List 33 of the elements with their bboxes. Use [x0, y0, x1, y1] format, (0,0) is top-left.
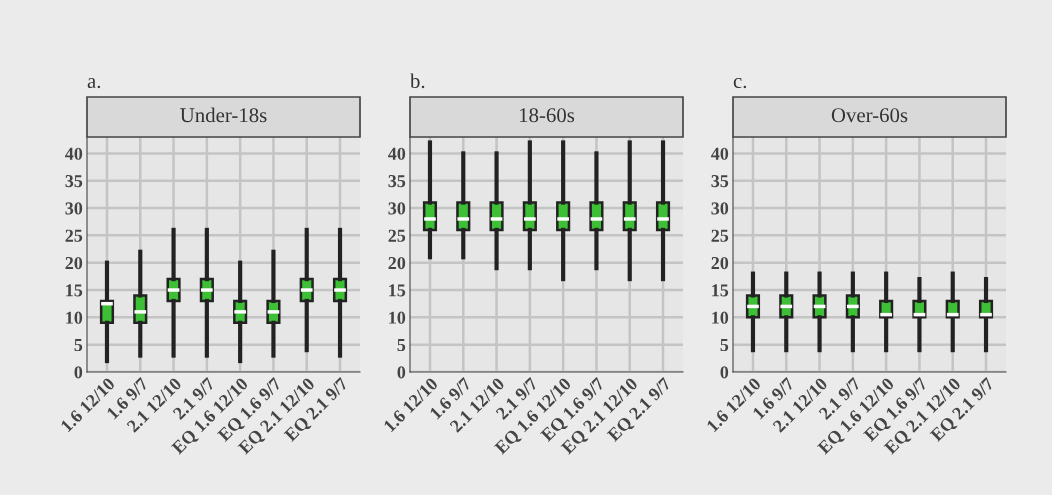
- y-tick-label: 0: [720, 366, 729, 379]
- y-tick-label: 0: [74, 366, 83, 379]
- y-tick-label: 35: [65, 175, 83, 188]
- y-tick-label: 40: [711, 147, 729, 160]
- text: a.: [87, 78, 101, 89]
- y-tick-label: 20: [65, 256, 83, 270]
- y-tick-label: 40: [388, 147, 406, 160]
- y-tick-label: 15: [66, 284, 83, 297]
- y-tick-label: 30: [711, 202, 729, 215]
- y-tick-label: 20: [388, 256, 406, 270]
- y-tick-label: 20: [711, 256, 729, 270]
- y-tick-label: 5: [720, 339, 729, 352]
- chart-title: Over-60s: [831, 108, 908, 123]
- y-tick-label: 35: [388, 175, 406, 188]
- y-tick-label: 35: [711, 175, 729, 188]
- text: b.: [410, 73, 425, 89]
- y-tick-label: 30: [388, 202, 406, 215]
- y-tick-label: 10: [389, 311, 406, 324]
- text: c.: [733, 78, 747, 89]
- chart-title: Under-18s: [180, 107, 267, 123]
- y-tick-label: 15: [389, 284, 406, 297]
- y-tick-label: 10: [66, 311, 83, 324]
- chart-title: 18-60s: [519, 108, 575, 123]
- y-tick-label: 25: [65, 229, 83, 242]
- y-tick-label: 5: [74, 339, 83, 352]
- y-tick-label: 30: [65, 202, 83, 215]
- y-tick-label: 15: [712, 284, 729, 297]
- y-tick-label: 5: [397, 339, 406, 352]
- y-tick-label: 25: [711, 229, 729, 242]
- y-tick-label: 10: [712, 311, 729, 324]
- y-tick-label: 25: [388, 229, 406, 242]
- y-tick-label: 40: [65, 147, 83, 160]
- y-tick-label: 0: [397, 366, 406, 379]
